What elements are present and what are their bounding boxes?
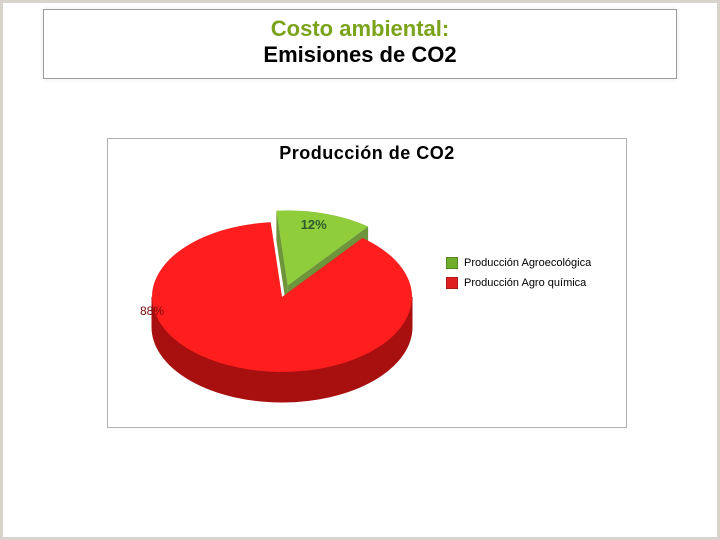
legend-swatch-0 [446, 257, 458, 269]
chart-title: Producción de CO2 [108, 143, 626, 164]
svg-text:12%: 12% [301, 217, 327, 232]
svg-text:88%: 88% [140, 304, 164, 318]
title-line-2: Emisiones de CO2 [44, 42, 676, 68]
legend-label-0: Producción Agroecológica [464, 257, 591, 269]
legend: Producción Agroecológica Producción Agro… [446, 249, 616, 297]
legend-label-1: Producción Agro química [464, 277, 586, 289]
legend-item: Producción Agroecológica [446, 257, 616, 269]
title-line-1: Costo ambiental: [44, 16, 676, 42]
pie-chart: 12% 88% [122, 177, 432, 417]
legend-swatch-1 [446, 277, 458, 289]
legend-item: Producción Agro química [446, 277, 616, 289]
chart-panel: Producción de CO2 12% 88% Producción Agro… [107, 138, 627, 428]
pie-svg: 12% 88% [122, 177, 432, 417]
slide-frame: Costo ambiental: Emisiones de CO2 Produc… [0, 0, 720, 540]
title-box: Costo ambiental: Emisiones de CO2 [43, 9, 677, 79]
